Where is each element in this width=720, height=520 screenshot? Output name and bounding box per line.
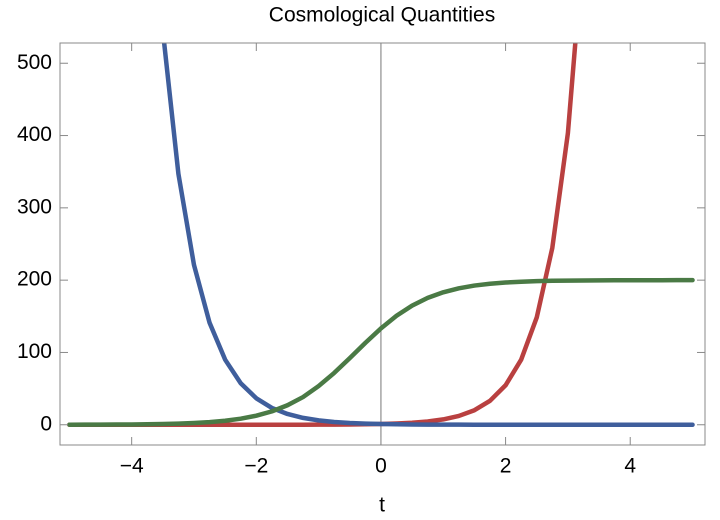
- y-tick-label: 300: [17, 195, 52, 218]
- x-tick-label: 4: [624, 455, 636, 478]
- series-line: [67, 43, 578, 428]
- x-tick-label: −2: [244, 455, 268, 478]
- x-axis-label: t: [379, 494, 385, 517]
- chart-title: Cosmological Quantities: [269, 4, 495, 27]
- x-tick-label: −4: [120, 455, 144, 478]
- frame: [59, 42, 706, 446]
- x-tick-label: 0: [375, 455, 387, 478]
- y-tick-label: 500: [17, 51, 52, 74]
- x-tick-label: 2: [500, 455, 512, 478]
- y-tick-label: 0: [40, 412, 52, 435]
- series-line: [161, 43, 695, 428]
- plot-area: [67, 43, 695, 445]
- y-tick-label: 100: [17, 340, 52, 363]
- series-line: [67, 277, 695, 427]
- y-tick-label: 400: [17, 123, 52, 146]
- y-tick-label: 200: [17, 268, 52, 291]
